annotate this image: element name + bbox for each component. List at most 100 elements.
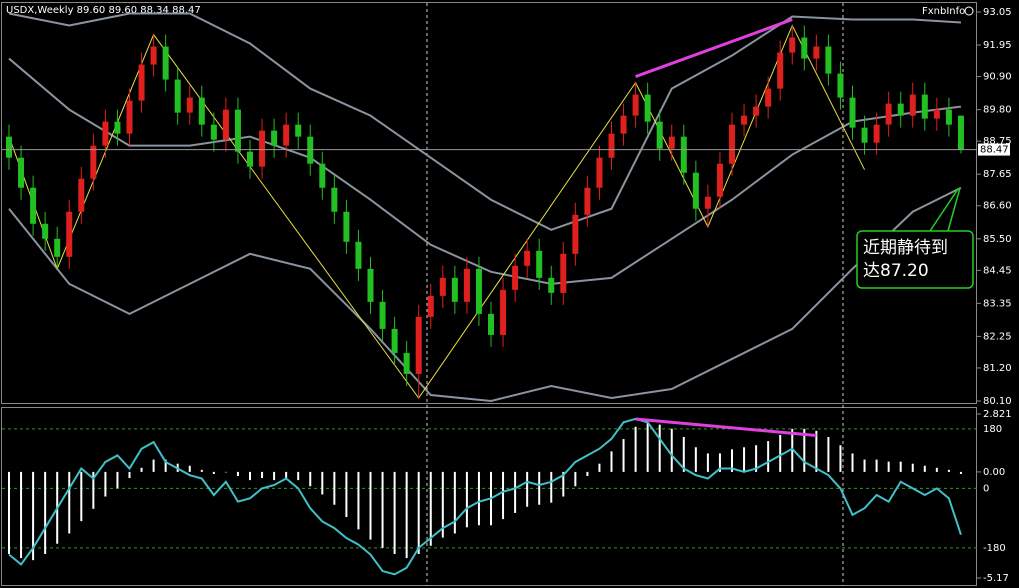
macd-bar xyxy=(249,471,251,481)
y-tick-label: 180 xyxy=(983,424,1002,435)
macd-bar xyxy=(598,463,601,472)
candle-body xyxy=(138,64,145,101)
bollinger-lower xyxy=(8,186,962,403)
candle-body xyxy=(825,46,832,74)
candle-body xyxy=(222,109,229,140)
candle-body xyxy=(379,301,386,329)
macd-bar xyxy=(562,471,565,497)
candle-body xyxy=(873,124,880,143)
candle-body xyxy=(620,115,627,134)
candle-body xyxy=(186,97,193,113)
macd-bar xyxy=(851,453,854,472)
candle-body xyxy=(608,133,615,158)
candle-body xyxy=(729,124,735,164)
y-tick-label: -5.17 xyxy=(983,573,1009,584)
candle-body xyxy=(753,106,760,116)
candle-body xyxy=(174,79,181,113)
candle-body xyxy=(945,109,952,125)
macd-bar xyxy=(68,471,71,534)
candle-body xyxy=(560,253,567,293)
macd-bar xyxy=(441,471,444,538)
macd-bar xyxy=(321,471,324,495)
candle-body xyxy=(933,109,940,119)
y-tick-label: -180 xyxy=(983,543,1006,554)
annotation-text: 达87.20 xyxy=(863,261,929,281)
candle-body xyxy=(801,37,808,59)
macd-bar xyxy=(200,469,203,472)
macd-bar xyxy=(791,428,794,472)
macd-bar xyxy=(417,471,420,554)
macd-bar xyxy=(815,430,818,472)
candle-body xyxy=(680,136,687,173)
candle-body xyxy=(210,124,217,140)
candle-body xyxy=(463,268,470,302)
macd-bar xyxy=(899,461,902,472)
candle-body xyxy=(861,127,868,143)
y-tick-label: 83.35 xyxy=(983,298,1012,309)
macd-bar xyxy=(393,471,396,554)
candle-body xyxy=(439,277,446,296)
macd-bar xyxy=(706,453,709,472)
candle-body xyxy=(78,178,85,212)
last-price-box xyxy=(978,143,1010,156)
macd-bar xyxy=(514,471,517,513)
macd-bar xyxy=(731,449,733,472)
last-price-label: 88.47 xyxy=(980,145,1009,156)
candle-body xyxy=(921,94,928,119)
macd-bar xyxy=(477,471,480,526)
macd-bar xyxy=(863,459,866,472)
candle-body xyxy=(644,94,651,122)
arrow xyxy=(947,187,961,232)
macd-bar xyxy=(345,471,348,518)
macd-bar xyxy=(694,447,697,472)
macd-bar xyxy=(453,471,456,534)
macd-bar xyxy=(297,471,300,481)
macd-bar xyxy=(261,471,264,479)
macd-bar xyxy=(767,441,770,472)
indicator-panel xyxy=(1,407,977,586)
candle-body xyxy=(897,103,904,116)
macd-bar xyxy=(140,467,143,472)
main-panel xyxy=(1,2,977,404)
candle-body xyxy=(391,328,398,353)
candle-body xyxy=(415,316,422,374)
candle-body xyxy=(741,115,748,125)
macd-bar xyxy=(538,471,541,505)
macd-bar xyxy=(369,471,372,540)
macd-bar xyxy=(285,471,288,479)
macd-bar xyxy=(634,426,637,472)
candle-body xyxy=(488,313,494,335)
y-tick-label: 81.20 xyxy=(983,363,1012,374)
macd-bar xyxy=(128,471,131,479)
cci-trend-line xyxy=(635,417,817,437)
candle-body xyxy=(596,157,603,188)
trend-line xyxy=(635,18,793,78)
candle-body xyxy=(271,130,278,146)
macd-bar xyxy=(887,461,890,472)
brand: FxnbInfo xyxy=(922,6,965,17)
macd-bar xyxy=(803,428,806,472)
y-tick-label: 0 xyxy=(983,483,989,494)
y-tick-label: 0.00 xyxy=(983,467,1005,478)
candle-body xyxy=(656,121,663,149)
candle-body xyxy=(126,100,133,134)
cci-line xyxy=(8,417,962,576)
annotation: 近期静待到 达87.20 xyxy=(856,187,974,289)
macd-bar xyxy=(947,469,950,472)
y-tick-label: 87.65 xyxy=(983,169,1012,180)
candle-body xyxy=(512,265,519,290)
candle-body xyxy=(500,289,507,335)
candle-body xyxy=(319,163,326,188)
macd-bar xyxy=(959,471,962,474)
candle-body xyxy=(295,124,302,137)
candle-body xyxy=(66,211,73,257)
chart-title: USDX,Weekly 89.60 89.60 88.34 88.47 xyxy=(6,5,201,16)
candle-body xyxy=(849,97,856,128)
macd-bar xyxy=(670,428,673,472)
candle-body xyxy=(30,187,37,224)
macd-bar xyxy=(574,471,577,487)
macd-bar xyxy=(104,471,107,497)
macd-bar xyxy=(502,471,505,520)
macd-bar xyxy=(682,437,685,472)
